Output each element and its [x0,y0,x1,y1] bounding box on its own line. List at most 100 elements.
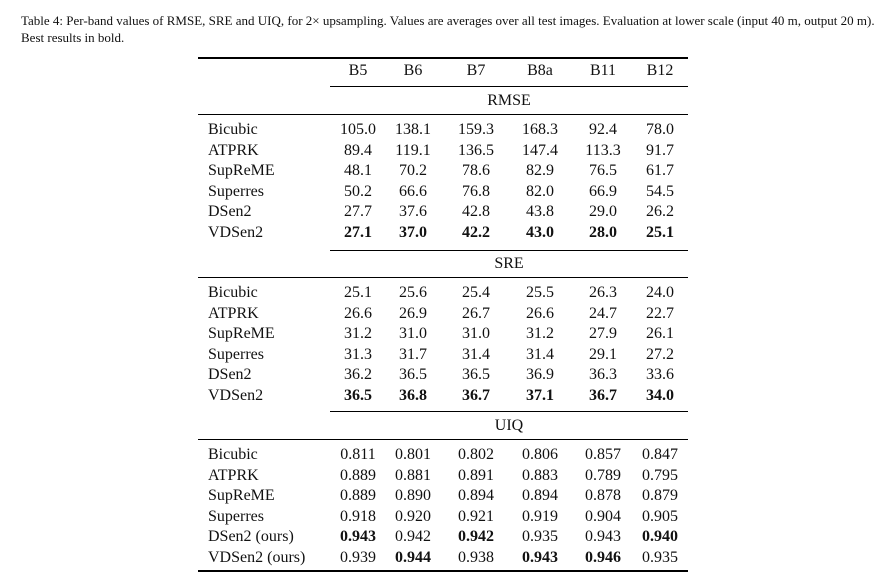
table-cell: 61.7 [646,162,674,179]
table-cell: 0.935 [642,548,678,566]
table-row: Superres 0.918 0.920 0.921 0.919 0.904 0.905 [0,506,892,527]
table-cell: 0.889 [340,466,376,484]
table-cell: 0.789 [585,466,621,484]
table-row: Bicubic 0.811 0.801 0.802 0.806 0.857 0.847 [0,444,892,465]
table-cell: 43.0 [526,223,554,241]
column-header: B7 [466,62,486,79]
table-cell: 28.0 [589,223,617,241]
table-cell: 0.942 [458,528,494,545]
table-cell: 0.890 [395,487,431,504]
table-row: ATPRK 0.889 0.881 0.891 0.883 0.789 0.795 [0,465,892,486]
table-cell: 0.905 [642,507,678,525]
table-cell: 27.9 [589,325,617,342]
table-row: ATPRK 26.6 26.9 26.7 26.6 24.7 22.7 [0,303,892,324]
table-cell: 0.944 [395,548,431,566]
table-cell: 0.943 [340,528,376,545]
table-cell: 26.2 [646,203,674,220]
table-row: VDSen2 (ours) 0.939 0.944 0.938 0.943 0.946 0.… [0,547,892,568]
section-separator-rule [198,439,688,440]
method-name: Bicubic [208,446,258,463]
table-cell: 138.1 [395,121,431,138]
table-cell: 0.802 [458,446,494,463]
table-cell: 66.6 [399,182,427,200]
table-cell: 0.894 [458,487,494,504]
table-cell: 168.3 [522,121,558,138]
table-cell: 42.8 [462,203,490,220]
table-cell: 0.891 [458,466,494,484]
method-name: SupReME [208,162,275,179]
table-row: SupReME 31.2 31.0 31.0 31.2 27.9 26.1 [0,323,892,344]
table-row: VDSen2 36.5 36.8 36.7 37.1 36.7 34.0 [0,385,892,406]
table-cell: 31.0 [462,325,490,342]
table-cell: 31.2 [526,325,554,342]
table-bottom-rule [198,570,688,572]
table-cell: 0.801 [395,446,431,463]
table-cell: 25.4 [462,284,490,301]
section-rule [330,86,688,87]
table-cell: 22.7 [646,304,674,322]
section-rule [330,250,688,251]
column-header: B8a [527,62,553,79]
table-row: DSen2 36.2 36.5 36.5 36.9 36.3 33.6 [0,364,892,385]
table-cell: 27.2 [646,345,674,363]
table-top-rule [198,57,688,59]
table-cell: 31.4 [462,345,490,363]
table-cell: 24.7 [589,304,617,322]
method-name: VDSen2 [208,386,264,404]
method-name: SupReME [208,325,275,342]
table-cell: 0.904 [585,507,621,525]
section-title: SRE [494,255,524,272]
header-row: B5 B6 B7 B8a B11 B12 [0,60,892,81]
table-cell: 0.879 [642,487,678,504]
table-cell: 36.8 [399,386,427,404]
table-cell: 105.0 [340,121,376,138]
table-cell: 70.2 [399,162,427,179]
table-cell: 31.4 [526,345,554,363]
table-cell: 0.795 [642,466,678,484]
table-cell: 26.6 [344,304,372,322]
table-cell: 50.2 [344,182,372,200]
table-caption: Table 4: Per-band values of RMSE, SRE an… [21,13,875,45]
section-separator-rule [198,277,688,278]
table-cell: 147.4 [522,141,558,159]
table-cell: 43.8 [526,203,554,220]
table-cell: 42.2 [462,223,490,241]
table-cell: 29.1 [589,345,617,363]
table-cell: 36.2 [344,366,372,383]
table-cell: 113.3 [585,141,621,159]
method-name: Superres [208,507,264,525]
table-cell: 0.921 [458,507,494,525]
method-name: Bicubic [208,121,258,138]
table-cell: 0.857 [585,446,621,463]
column-header: B5 [348,62,368,79]
table-cell: 31.2 [344,325,372,342]
table-cell: 37.1 [526,386,554,404]
table-cell: 0.919 [522,507,558,525]
table-cell: 27.7 [344,203,372,220]
method-name: Superres [208,345,264,363]
table-cell: 0.889 [340,487,376,504]
table-cell: 0.942 [395,528,431,545]
table-cell: 0.943 [522,548,558,566]
table-row: DSen2 27.7 37.6 42.8 43.8 29.0 26.2 [0,201,892,222]
table-cell: 25.6 [399,284,427,301]
table-cell: 159.3 [458,121,494,138]
column-header: B12 [646,62,674,79]
table-row: SupReME 0.889 0.890 0.894 0.894 0.878 0.879 [0,485,892,506]
table-cell: 48.1 [344,162,372,179]
table-cell: 36.9 [526,366,554,383]
table-cell: 26.3 [589,284,617,301]
table-row: Superres 50.2 66.6 76.8 82.0 66.9 54.5 [0,181,892,202]
table-cell: 0.878 [585,487,621,504]
table-cell: 33.6 [646,366,674,383]
table-cell: 0.847 [642,446,678,463]
section-rule [330,411,688,412]
table-cell: 27.1 [344,223,372,241]
method-name: DSen2 [208,203,252,220]
table-cell: 25.1 [646,223,674,241]
table-row: SupReME 48.1 70.2 78.6 82.9 76.5 61.7 [0,160,892,181]
method-name: DSen2 (ours) [208,528,294,545]
table-cell: 29.0 [589,203,617,220]
table-cell: 24.0 [646,284,674,301]
table-cell: 0.943 [585,528,621,545]
